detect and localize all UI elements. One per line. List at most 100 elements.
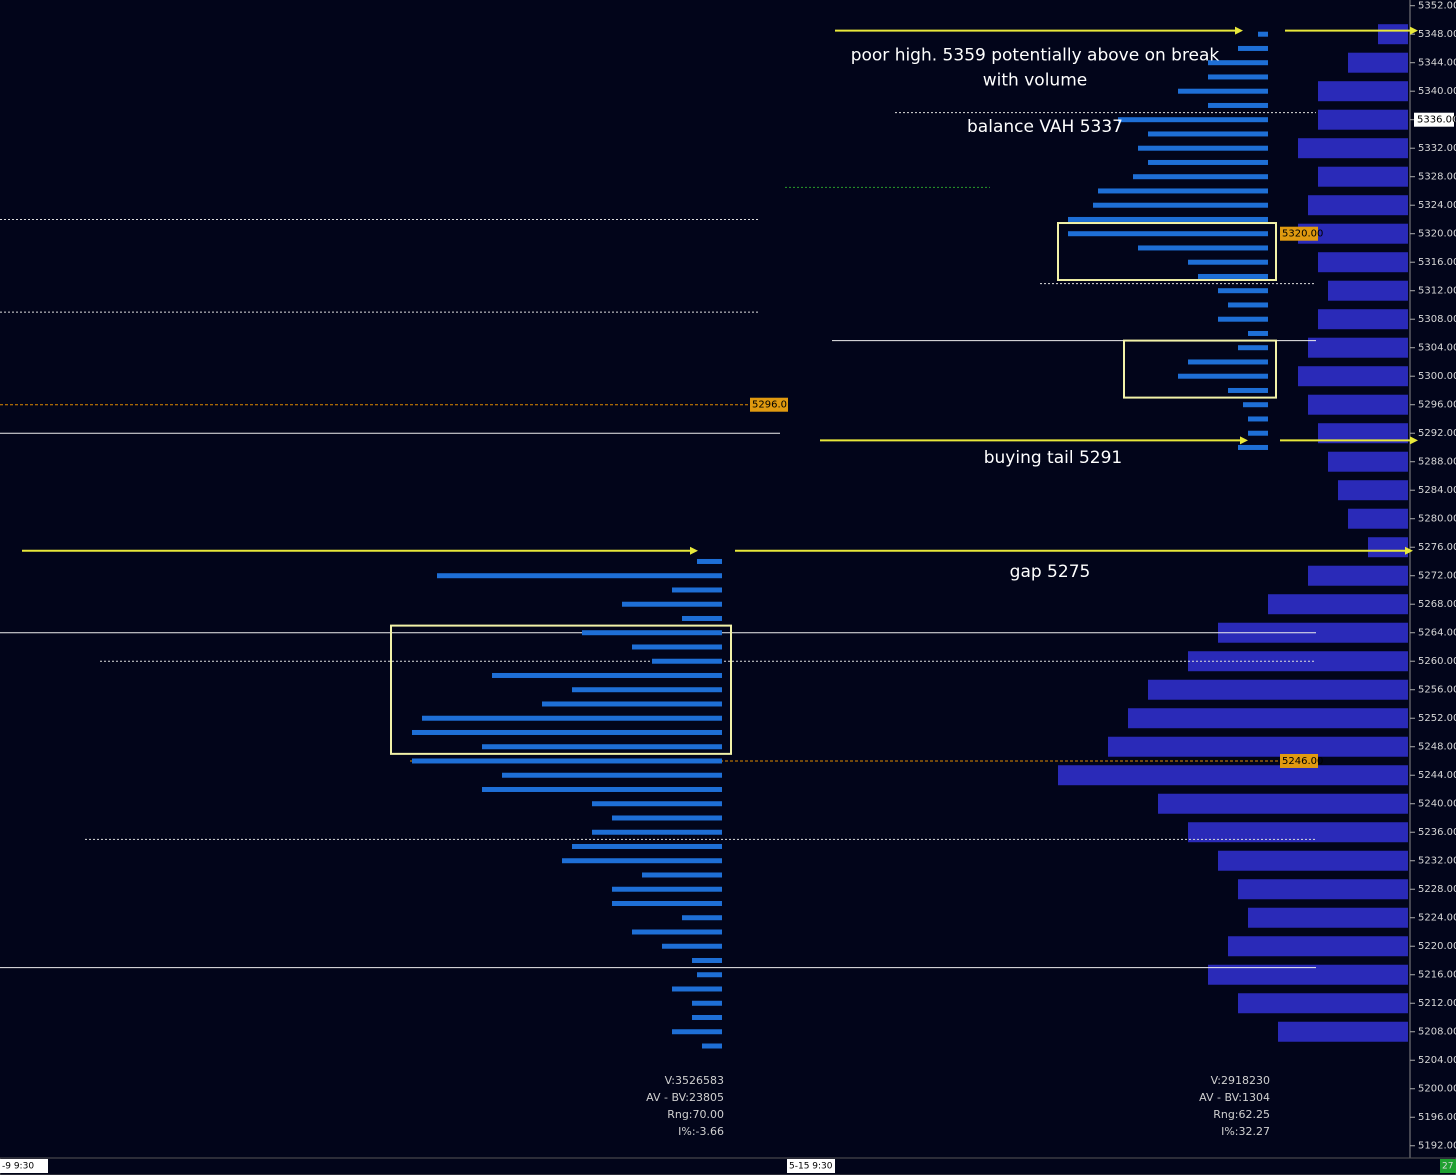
profile-bar: [542, 701, 722, 707]
current-price-label: 5336.00: [1417, 115, 1456, 126]
profile-bar: [632, 644, 722, 650]
y-tick-label: 5332.00: [1418, 143, 1456, 154]
profile-bar: [1308, 394, 1408, 415]
profile-bar: [502, 772, 722, 778]
profile-bar: [662, 943, 722, 949]
profile-bar: [692, 1014, 722, 1020]
stat-label: I%:32.27: [1221, 1125, 1270, 1138]
annotation: gap 5275: [1010, 562, 1091, 582]
profile-bar: [1238, 444, 1268, 450]
arrow-head: [1405, 546, 1413, 555]
profile-bar: [412, 729, 722, 735]
stat-label: V:3526583: [665, 1074, 724, 1087]
profile-bar: [642, 872, 722, 878]
profile-bar: [682, 615, 722, 621]
profile-bar: [1138, 245, 1268, 251]
y-tick-label: 5320.00: [1418, 229, 1456, 240]
profile-bar: [612, 900, 722, 906]
annotation: buying tail 5291: [984, 448, 1123, 468]
profile-bar: [1148, 159, 1268, 165]
profile-bar: [1238, 879, 1408, 900]
y-tick-label: 5272.00: [1418, 571, 1456, 582]
profile-bar: [1348, 52, 1408, 73]
y-tick-label: 5304.00: [1418, 343, 1456, 354]
y-tick-label: 5300.00: [1418, 371, 1456, 382]
time-axis: [0, 1157, 1456, 1175]
profile-bar: [652, 658, 722, 664]
y-tick-label: 5296.00: [1418, 400, 1456, 411]
profile-bar: [1148, 131, 1268, 137]
price-label-box: [1280, 226, 1318, 241]
y-tick-label: 5264.00: [1418, 628, 1456, 639]
profile-bar: [692, 1000, 722, 1006]
y-tick-label: 5208.00: [1418, 1027, 1456, 1038]
profile-bar: [1218, 288, 1268, 294]
stat-label: V:2918230: [1211, 1074, 1270, 1087]
arrow-head: [1410, 26, 1418, 35]
y-tick-label: 5216.00: [1418, 970, 1456, 981]
annotation: poor high. 5359 potentially above on bre…: [851, 46, 1220, 66]
y-tick-label: 5292.00: [1418, 428, 1456, 439]
profile-bar: [1208, 60, 1268, 66]
profile-bar: [1238, 993, 1408, 1014]
profile-bar: [1068, 216, 1268, 222]
profile-bar: [422, 715, 722, 721]
arrow-head: [690, 546, 698, 555]
profile-bar: [1298, 223, 1408, 244]
stat-label: I%:-3.66: [678, 1125, 724, 1138]
profile-bar: [622, 601, 722, 607]
price-label: 5246.00: [1282, 756, 1323, 767]
y-tick-label: 5312.00: [1418, 286, 1456, 297]
y-tick-label: 5268.00: [1418, 599, 1456, 610]
profile-bar: [612, 886, 722, 892]
y-tick-label: 5352.00: [1418, 1, 1456, 12]
profile-bar: [572, 843, 722, 849]
profile-bar: [1318, 252, 1408, 273]
y-tick-label: 5324.00: [1418, 200, 1456, 211]
corner-box: [1440, 1159, 1456, 1173]
profile-bar: [1328, 280, 1408, 301]
profile-bar: [1258, 31, 1268, 37]
y-tick-label: 5276.00: [1418, 542, 1456, 553]
profile-bar: [1298, 138, 1408, 159]
highlight-box: [1123, 339, 1277, 399]
session-label-box: [787, 1159, 835, 1173]
y-tick-label: 5204.00: [1418, 1055, 1456, 1066]
y-tick-label: 5248.00: [1418, 742, 1456, 753]
profile-bar: [702, 1043, 722, 1049]
profile-bar: [1118, 117, 1268, 123]
profile-bar: [1208, 964, 1408, 985]
profile-bar: [1248, 416, 1268, 422]
profile-bar: [1208, 102, 1268, 108]
profile-bar: [572, 687, 722, 693]
profile-bar: [1378, 24, 1408, 45]
arrow-head: [1240, 436, 1248, 445]
profile-bar: [1238, 45, 1268, 51]
profile-bar: [692, 957, 722, 963]
profile-bar: [1248, 330, 1268, 336]
profile-bar: [1188, 359, 1268, 365]
y-tick-label: 5344.00: [1418, 58, 1456, 69]
stat-label: Rng:62.25: [1213, 1108, 1270, 1121]
profile-bar: [1318, 309, 1408, 330]
profile-bar: [492, 672, 722, 678]
profile-bar: [1178, 88, 1268, 94]
profile-bar: [1248, 430, 1268, 436]
profile-bar: [482, 744, 722, 750]
profile-bar: [1138, 145, 1268, 151]
profile-bar: [697, 972, 722, 978]
profile-bar: [1188, 259, 1268, 265]
y-tick-label: 5252.00: [1418, 713, 1456, 724]
profile-bar: [1368, 537, 1408, 558]
profile-bar: [1208, 74, 1268, 80]
profile-bar: [612, 815, 722, 821]
y-tick-label: 5220.00: [1418, 941, 1456, 952]
session-label-box: [0, 1159, 48, 1173]
profile-bar: [1058, 765, 1408, 786]
annotation: balance VAH 5337: [967, 117, 1123, 137]
highlight-box: [390, 624, 732, 755]
profile-bar: [1178, 373, 1268, 379]
profile-bar: [1308, 337, 1408, 358]
y-tick-label: 5196.00: [1418, 1112, 1456, 1123]
y-tick-label: 5224.00: [1418, 913, 1456, 924]
